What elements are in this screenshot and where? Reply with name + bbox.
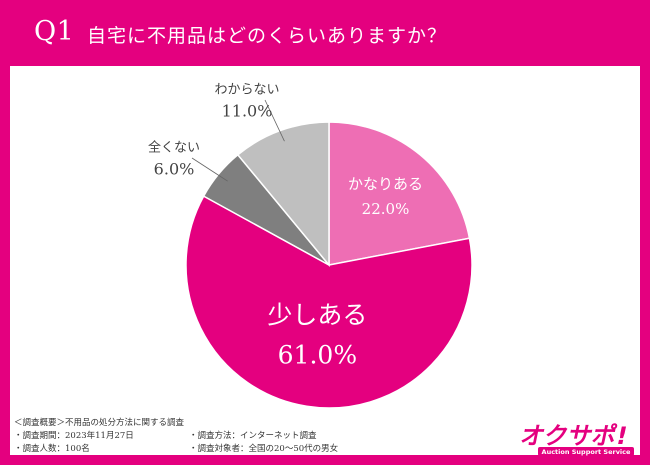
- pie-slice-1: [328, 121, 471, 266]
- logo-subtext-band: [538, 447, 634, 456]
- slice-label-1: かなりある: [348, 175, 423, 193]
- survey-period: ・調査期間：2023年11月27日: [14, 431, 134, 441]
- slice-value-3: 6.0%: [154, 160, 195, 179]
- pie-slice-2: [185, 195, 473, 409]
- question-text: 自宅に不用品はどのくらいありますか？: [87, 25, 448, 47]
- survey-method: ・調査方法：インターネット調査: [189, 431, 317, 441]
- question-number: Q1: [34, 16, 75, 47]
- survey-footer: ＜調査概要＞不用品の処分方法に関する調査 ・調査期間：2023年11月27日 ・…: [14, 417, 338, 456]
- slice-label-2: 少しある: [267, 300, 367, 329]
- leader-line-3: [191, 157, 228, 182]
- slice-value-1: 22.0%: [362, 200, 410, 218]
- survey-target: ・調査対象者：全国の20〜50代の男女: [189, 444, 339, 454]
- logo-text: オクサポ!: [520, 421, 630, 450]
- slice-label-4: わからない: [214, 83, 279, 98]
- survey-overview: ＜調査概要＞不用品の処分方法に関する調査: [14, 418, 185, 428]
- logo-subtext: Auction Support Service: [542, 448, 631, 456]
- question-header: Q1 自宅に不用品はどのくらいありますか？: [0, 0, 650, 66]
- survey-count: ・調査人数：100名: [14, 444, 90, 454]
- slice-value-2: 61.0%: [278, 340, 357, 369]
- leader-line-4: [264, 99, 285, 142]
- pie-slice-4: [236, 121, 330, 268]
- slice-label-3: 全くない: [148, 140, 200, 156]
- brand-logo: オクサポ! Auction Support Service: [520, 421, 634, 456]
- slice-value-4: 11.0%: [222, 102, 273, 121]
